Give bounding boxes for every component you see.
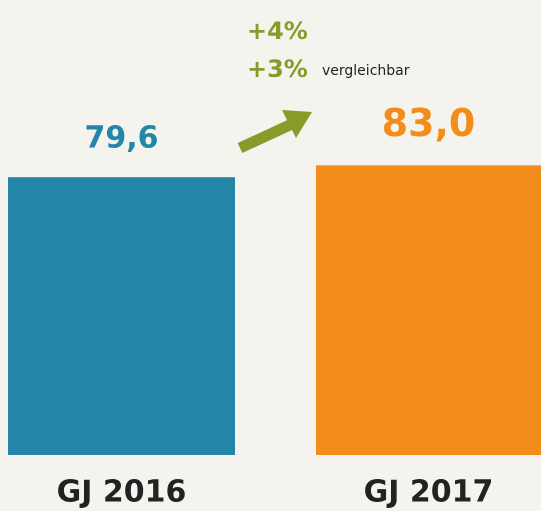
value-label: 79,6 (84, 121, 158, 156)
bar (316, 165, 541, 455)
x-tick-label: GJ 2017 (364, 475, 494, 510)
growth-arrow (237, 110, 312, 153)
arrow-shaft (237, 119, 295, 153)
value-label: 83,0 (382, 101, 476, 145)
bar (8, 177, 235, 456)
x-tick-label: GJ 2016 (57, 475, 187, 510)
arrow-head (282, 110, 312, 138)
annotation: +3% (247, 55, 308, 83)
annotation: vergleichbar (322, 63, 410, 79)
annotation: +4% (247, 17, 308, 45)
